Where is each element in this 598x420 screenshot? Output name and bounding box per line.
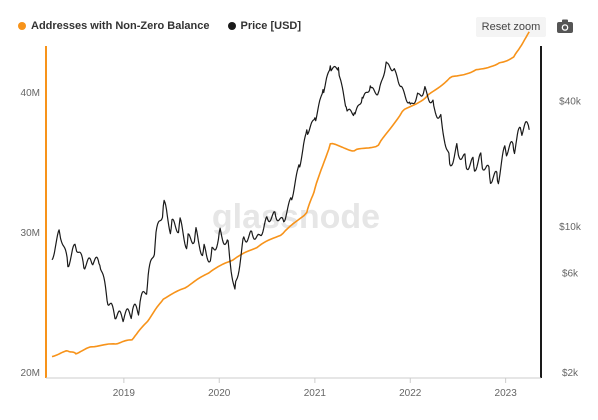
x-tick-label: 2019 [113, 388, 136, 399]
legend-dot-addresses [18, 22, 26, 30]
x-tick-label: 2023 [495, 388, 518, 399]
left-tick-label: 20M [21, 368, 40, 379]
chart-legend: Addresses with Non-Zero Balance Price [U… [18, 20, 301, 32]
watermark: glassnode [212, 198, 380, 236]
right-tick-label: $6k [562, 269, 579, 280]
right-tick-label: $10k [559, 222, 582, 233]
x-tick-label: 2021 [304, 388, 327, 399]
legend-label-addresses: Addresses with Non-Zero Balance [31, 20, 210, 32]
right-tick-label: $40k [559, 97, 582, 108]
legend-dot-price [227, 22, 236, 30]
addresses-series-line[interactable] [51, 31, 530, 358]
right-tick-label: $2k [562, 368, 579, 379]
right-axis-ticks: $2k $6k $10k $40k [559, 97, 582, 379]
legend-label-price: Price [USD] [240, 20, 302, 32]
left-tick-label: 30M [21, 228, 40, 239]
legend-item-addresses[interactable]: Addresses with Non-Zero Balance [18, 20, 210, 32]
left-tick-label: 40M [21, 88, 40, 99]
series-group [51, 31, 530, 358]
x-axis-ticks: 2019 2020 2021 2022 2023 [113, 378, 517, 399]
x-tick-label: 2022 [399, 388, 422, 399]
camera-icon[interactable] [556, 18, 574, 34]
price-series-line[interactable] [51, 61, 530, 323]
legend-item-price[interactable]: Price [USD] [227, 20, 302, 32]
left-axis-ticks: 20M 30M 40M [21, 88, 40, 379]
x-tick-label: 2020 [208, 388, 231, 399]
